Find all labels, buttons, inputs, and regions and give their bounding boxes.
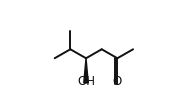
Text: OH: OH	[77, 75, 95, 88]
Text: O: O	[113, 75, 122, 88]
Polygon shape	[84, 58, 88, 83]
